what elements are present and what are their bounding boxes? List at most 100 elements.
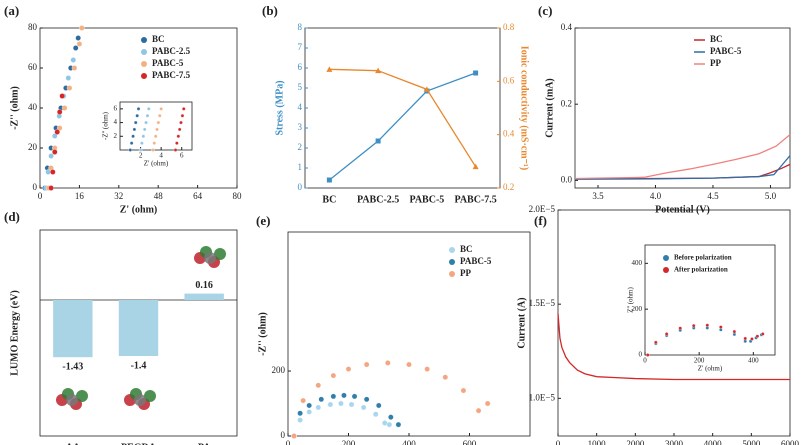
y-tick-label: 80 (28, 22, 38, 32)
point (645, 353, 650, 357)
y-tick-label: 0.4 (561, 22, 573, 32)
point (158, 113, 162, 118)
y-tick-label: 60 (28, 62, 38, 72)
legend-label: After polarization (674, 266, 728, 274)
y-tick-label: 3 (298, 122, 303, 132)
legend-label: PABC-5 (460, 256, 492, 266)
y-tick-label: 4 (298, 102, 303, 112)
point (180, 113, 185, 118)
x-tick-label: PABC-5 (409, 194, 444, 205)
legend-swatch (449, 247, 455, 253)
point (318, 396, 325, 403)
line (574, 134, 791, 180)
point (136, 107, 141, 111)
bar (118, 300, 159, 356)
legend-label: PP (710, 58, 721, 68)
point (755, 334, 760, 338)
point (385, 360, 391, 366)
point (79, 25, 85, 31)
legend-label: PP (460, 268, 471, 278)
plot-frame (304, 27, 501, 189)
point (750, 337, 754, 341)
marker (473, 70, 479, 76)
legend-label: PABC-2.5 (152, 46, 191, 56)
point (156, 120, 161, 125)
point (460, 387, 467, 394)
x-tick-label: 2 (139, 152, 143, 160)
point (54, 129, 60, 135)
point (291, 433, 297, 439)
point (48, 153, 54, 159)
legend-label: PABC-5 (152, 58, 184, 68)
panel-label: (f) (534, 213, 547, 228)
point (176, 134, 181, 139)
point (140, 141, 144, 145)
point (129, 141, 134, 145)
y-tick-label: 6 (298, 62, 303, 72)
point (705, 323, 710, 327)
y-tick-label: 0.2 (561, 98, 572, 108)
marker (326, 177, 332, 183)
x-tick-label: 6000 (781, 439, 800, 445)
y-tick-label: 20 (28, 142, 38, 152)
y-tick-label: 2 (114, 132, 118, 140)
point (442, 374, 449, 380)
x-axis-label: Z' (ohm) (120, 204, 158, 215)
legend-swatch (141, 61, 147, 67)
point (133, 120, 138, 125)
point (50, 169, 56, 175)
orbital (214, 248, 226, 260)
point (145, 113, 150, 118)
legend-swatch (449, 271, 455, 277)
marker (423, 86, 430, 92)
legend-swatch (141, 49, 147, 55)
y-axis-label: Stress (MPa) (274, 80, 285, 135)
panel: (d) AA PEGDA PA LUMO Energy (eV) -1.43 -1.4 0.1… (4, 209, 238, 445)
y2-tick-label: 0.6 (503, 75, 515, 85)
point (360, 404, 367, 411)
x-axis-label: Z' (ohm) (144, 160, 169, 168)
point (692, 323, 696, 328)
point (56, 109, 63, 115)
point (375, 402, 382, 409)
point (761, 332, 765, 336)
point (147, 107, 151, 111)
x-tick-label: 16 (75, 191, 85, 201)
legend-label: BC (710, 34, 723, 44)
value-label: -1.4 (131, 360, 147, 371)
point (138, 148, 143, 152)
orbital (66, 394, 78, 406)
panel-label: (c) (538, 3, 552, 18)
y-tick-label: 2 (298, 142, 303, 152)
plot-frame (574, 27, 791, 189)
point (76, 41, 83, 47)
point (175, 141, 179, 145)
point (48, 185, 54, 191)
point (75, 35, 81, 41)
point (338, 400, 344, 407)
panel-label: (a) (4, 3, 19, 18)
y-tick-label: 200 (632, 305, 643, 313)
point (330, 372, 337, 379)
legend-label: PABC-5 (710, 46, 742, 56)
y-tick-label: 2.0E−5 (529, 204, 556, 214)
orbital (204, 252, 216, 264)
point (315, 404, 321, 411)
y-tick-label: 0.0 (561, 174, 573, 184)
point (664, 332, 669, 336)
x-tick-label: PABC-2.5 (357, 194, 399, 205)
y-tick-label: 0 (639, 351, 643, 359)
point (386, 421, 393, 428)
panel-label: (d) (4, 209, 20, 224)
y-tick-label: 8 (298, 22, 303, 32)
point (348, 401, 355, 408)
x-tick-label: 2000 (626, 439, 645, 445)
x-tick-label: 200 (694, 357, 705, 365)
bar (53, 300, 93, 358)
x-tick-label: 200 (342, 439, 356, 445)
panel-label: (e) (256, 213, 270, 228)
y-tick-label: 4 (114, 118, 118, 126)
point (363, 361, 370, 368)
point (72, 45, 79, 51)
